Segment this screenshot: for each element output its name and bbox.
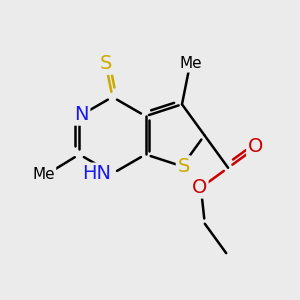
Text: S: S bbox=[100, 54, 112, 73]
Text: O: O bbox=[192, 178, 207, 197]
Text: N: N bbox=[74, 105, 89, 124]
Text: S: S bbox=[177, 157, 190, 176]
Text: Me: Me bbox=[180, 56, 202, 71]
Text: Me: Me bbox=[32, 167, 55, 182]
Text: O: O bbox=[248, 137, 263, 156]
Text: HN: HN bbox=[82, 164, 111, 183]
